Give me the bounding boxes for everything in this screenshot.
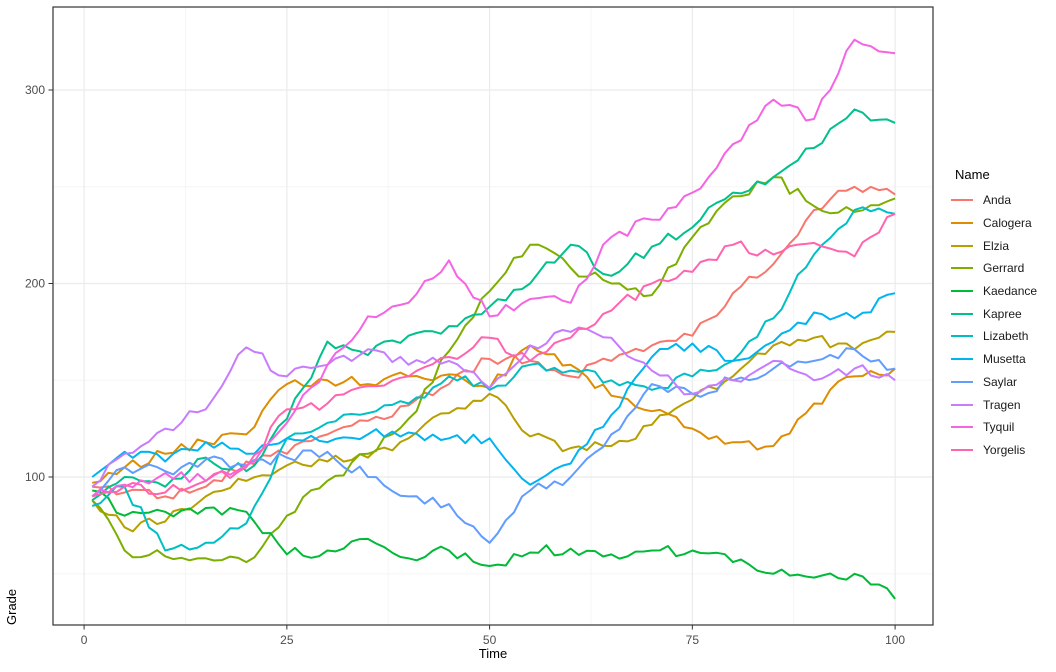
legend-swatch-musetta [951,358,973,361]
legend-swatch-calogera [951,222,973,225]
x-tick-label: 50 [483,633,497,647]
legend-item-elzia: Elzia [951,234,1037,257]
series-line-tyquil [91,38,896,498]
x-tick-label: 75 [686,633,700,647]
legend-item-tragen: Tragen [951,393,1037,416]
legend-label: Calogera [983,216,1032,231]
y-tick-label: 100 [25,470,45,484]
legend-swatch-gerrard [951,267,973,270]
legend-item-yorgelis: Yorgelis [951,439,1037,462]
x-tick-label: 0 [81,633,88,647]
series-line-musetta [91,292,896,486]
legend-swatch-lizabeth [951,335,973,338]
legend-label: Tragen [983,397,1021,412]
legend-label: Lizabeth [983,329,1029,344]
legend-label: Elzia [983,238,1010,253]
legend-swatch-kaedance [951,290,973,293]
series-line-saylar [91,347,896,544]
series-line-kaedance [92,489,896,600]
legend-label: Kaedance [983,284,1038,299]
x-tick-label: 25 [280,633,294,647]
legend-item-calogera: Calogera [951,212,1037,235]
legend-title: Name [955,167,990,182]
legend-item-gerrard: Gerrard [951,257,1037,280]
legend-label: Saylar [983,374,1018,389]
legend-swatch-kapree [951,312,973,315]
legend-label: Musetta [983,352,1026,367]
panel-border [52,6,934,626]
legend-swatch-tragen [951,403,973,406]
x-axis-title: Time [478,646,508,661]
legend-item-musetta: Musetta [951,348,1037,371]
legend-label: Tyquil [983,420,1015,435]
legend-item-anda: Anda [951,189,1037,212]
legend-swatch-saylar [951,380,973,383]
legend-swatch-yorgelis [951,448,973,451]
series-line-calogera [92,344,896,484]
legend-swatch-anda [951,199,973,202]
y-tick-label: 300 [25,83,45,97]
y-tick-label: 200 [25,277,45,291]
x-tick-label: 100 [885,633,905,647]
series-line-tragen [91,326,896,488]
legend-item-kapree: Kapree [951,302,1037,325]
y-axis-title: Grade [4,588,19,625]
legend-item-saylar: Saylar [951,371,1037,394]
legend-label: Gerrard [983,261,1025,276]
legend-swatch-tyquil [951,426,973,429]
series-line-yorgelis [91,212,896,498]
series-line-lizabeth [91,206,896,552]
legend-items: Anda Calogera Elzia Gerrard Kaedance Kapree Li… [951,189,1037,461]
series-line-elzia [91,330,896,533]
legend-label: Anda [983,193,1012,208]
legend-item-lizabeth: Lizabeth [951,325,1037,348]
legend-swatch-elzia [951,244,973,247]
legend-item-kaedance: Kaedance [951,280,1037,303]
series-line-kapree [91,108,896,502]
legend-label: Kapree [983,306,1022,321]
legend-label: Yorgelis [983,442,1026,457]
legend-item-tyquil: Tyquil [951,416,1037,439]
legend: Name Anda Calogera Elzia Gerrard Kaedance Kap… [951,167,1037,461]
